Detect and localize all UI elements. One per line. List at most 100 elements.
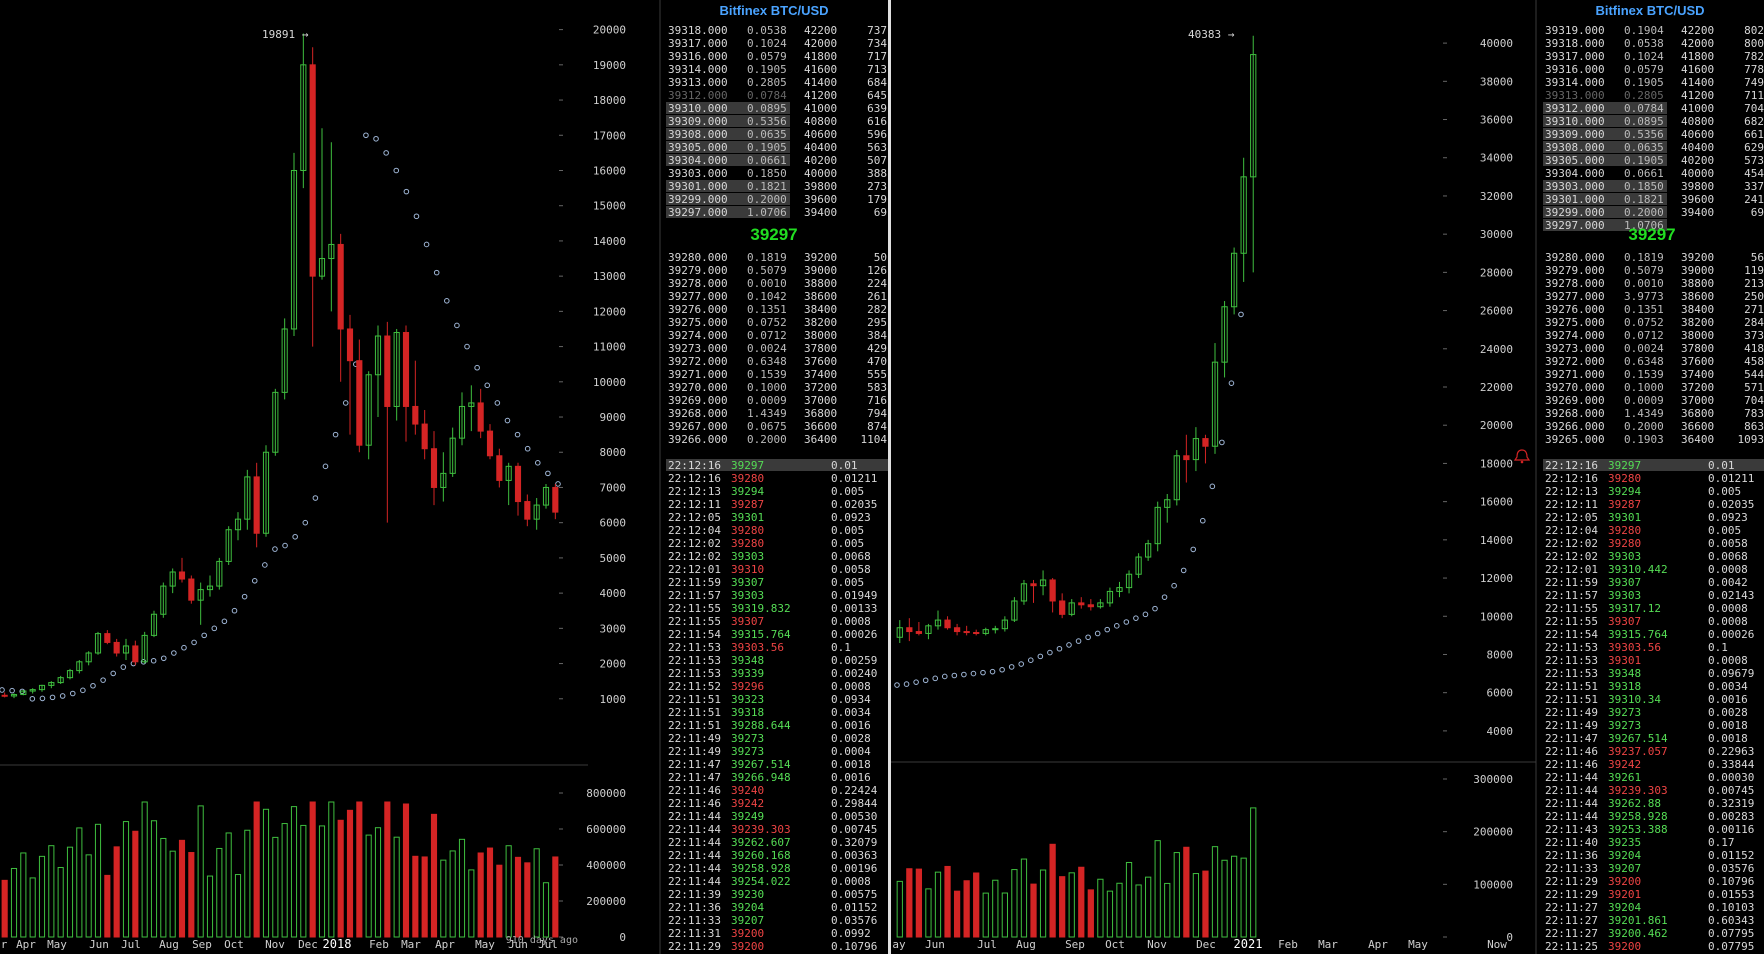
trade-time: 22:11:53 bbox=[668, 654, 721, 667]
trade-amount: 0.00116 bbox=[1708, 823, 1754, 836]
volume-bar bbox=[925, 888, 932, 938]
bid-amount: 0.6348 bbox=[1624, 355, 1664, 368]
bid-amount: 0.0752 bbox=[1624, 316, 1664, 329]
bell-icon[interactable] bbox=[1513, 449, 1531, 464]
ask-amount: 0.2805 bbox=[1624, 89, 1664, 102]
right-price-chart[interactable]: 4000038000360003400032000300002800026000… bbox=[891, 28, 1536, 951]
right-parabolic-sar bbox=[894, 311, 1244, 688]
ask-level: 42000 bbox=[1681, 37, 1714, 50]
time-axis-label: Nov bbox=[1147, 938, 1167, 951]
left-price-chart[interactable]: 2000019000180001700016000150001400013000… bbox=[0, 24, 626, 951]
trade-price: 39200 bbox=[731, 927, 764, 940]
bid-amount: 0.1903 bbox=[1624, 433, 1664, 446]
trade-price: 39323 bbox=[731, 693, 764, 706]
trade-time: 22:11:47 bbox=[668, 771, 721, 784]
trade-price: 39303 bbox=[731, 550, 764, 563]
ask-total: 241 bbox=[1744, 193, 1764, 206]
trade-amount: 0.1 bbox=[1708, 641, 1728, 654]
trade-amount: 0.00575 bbox=[831, 888, 877, 901]
sar-dot bbox=[413, 213, 420, 220]
price-tick-label: 11000 bbox=[593, 341, 626, 354]
bid-total: 126 bbox=[867, 264, 887, 277]
volume-bar bbox=[1020, 858, 1028, 938]
left-volume-bars bbox=[1, 801, 559, 938]
candle-down bbox=[346, 328, 354, 362]
ask-amount: 0.2000 bbox=[1624, 206, 1664, 219]
ask-level: 41000 bbox=[804, 102, 837, 115]
trade-amount: 0.60343 bbox=[1708, 914, 1754, 927]
bid-amount: 0.5079 bbox=[1624, 264, 1664, 277]
candle-down bbox=[132, 645, 139, 663]
time-axis-label: Jun bbox=[89, 938, 109, 951]
volume-bar bbox=[169, 850, 176, 938]
sar-dot bbox=[181, 644, 187, 651]
volume-bar bbox=[122, 821, 130, 938]
sar-dot bbox=[49, 694, 56, 701]
volume-bar bbox=[1154, 840, 1161, 938]
candle-down bbox=[1059, 600, 1066, 615]
bid-amount: 0.1539 bbox=[747, 368, 787, 381]
trade-amount: 0.0004 bbox=[831, 745, 871, 758]
trade-amount: 0.0016 bbox=[831, 771, 871, 784]
sar-dot bbox=[363, 132, 369, 139]
ask-depth-highlight bbox=[1543, 141, 1667, 153]
volume-bar bbox=[57, 867, 64, 938]
candle-up bbox=[160, 585, 167, 615]
price-tick-label: 10000 bbox=[593, 376, 626, 389]
trade-price: 39339 bbox=[731, 667, 764, 680]
trade-price: 39303 bbox=[1608, 589, 1641, 602]
ask-level: 42000 bbox=[804, 37, 837, 50]
bid-price: 39278.000 bbox=[668, 277, 728, 290]
trade-amount: 0.10103 bbox=[1708, 901, 1754, 914]
volume-bar bbox=[421, 856, 428, 938]
time-axis-label: Jul bbox=[538, 938, 558, 951]
candle-up bbox=[1211, 361, 1219, 447]
sar-dot bbox=[29, 695, 36, 702]
trade-time: 22:11:40 bbox=[1545, 836, 1598, 849]
trade-time: 22:11:44 bbox=[668, 875, 721, 888]
trade-time: 22:12:04 bbox=[1545, 524, 1598, 537]
ask-amount: 1.0706 bbox=[747, 206, 787, 219]
trade-amount: 0.0058 bbox=[1708, 537, 1748, 550]
price-tick-label: 2000 bbox=[600, 658, 627, 671]
ask-depth-highlight bbox=[666, 115, 790, 127]
price-tick-label: 22000 bbox=[1480, 381, 1513, 394]
price-tick-label: 3000 bbox=[600, 622, 627, 635]
trade-time: 22:11:59 bbox=[668, 576, 721, 589]
trade-price: 39273 bbox=[731, 745, 764, 758]
trade-time: 22:11:36 bbox=[1545, 849, 1598, 862]
candle-up bbox=[982, 629, 989, 634]
bid-total: 384 bbox=[867, 329, 887, 342]
right-peak-label: 40383 → bbox=[1188, 28, 1235, 41]
candle-down bbox=[337, 243, 344, 330]
trade-amount: 0.0008 bbox=[1708, 654, 1748, 667]
sar-dot bbox=[504, 417, 511, 424]
ask-price: 39318.000 bbox=[1545, 37, 1605, 50]
candle-up bbox=[468, 402, 475, 407]
bid-level: 38600 bbox=[1681, 290, 1714, 303]
trade-time: 22:12:01 bbox=[1545, 563, 1598, 576]
trade-time: 22:11:55 bbox=[1545, 615, 1598, 628]
ask-price: 39301.000 bbox=[1545, 193, 1605, 206]
volume-bar bbox=[1097, 878, 1104, 938]
volume-bar bbox=[992, 879, 999, 938]
trade-time: 22:11:54 bbox=[1545, 628, 1598, 641]
ask-price: 39312.000 bbox=[668, 89, 728, 102]
bid-amount: 0.1819 bbox=[1624, 251, 1664, 264]
ask-price: 39314.000 bbox=[1545, 76, 1605, 89]
volume-bar bbox=[206, 875, 214, 938]
sar-dot bbox=[1104, 626, 1111, 633]
trade-time: 22:11:31 bbox=[668, 927, 721, 940]
candle-down bbox=[421, 423, 428, 450]
trade-time: 22:12:13 bbox=[668, 485, 721, 498]
volume-bar bbox=[281, 823, 288, 938]
trade-price: 39294 bbox=[1608, 485, 1641, 498]
ask-total: 737 bbox=[867, 24, 887, 37]
trade-time: 22:11:57 bbox=[668, 589, 721, 602]
ask-amount: 0.1821 bbox=[1624, 193, 1664, 206]
ask-total: 713 bbox=[867, 63, 887, 76]
trade-price: 39318 bbox=[1608, 680, 1641, 693]
bid-total: 119 bbox=[1744, 264, 1764, 277]
bid-price: 39265.000 bbox=[1545, 433, 1605, 446]
sar-dot bbox=[1113, 623, 1120, 629]
